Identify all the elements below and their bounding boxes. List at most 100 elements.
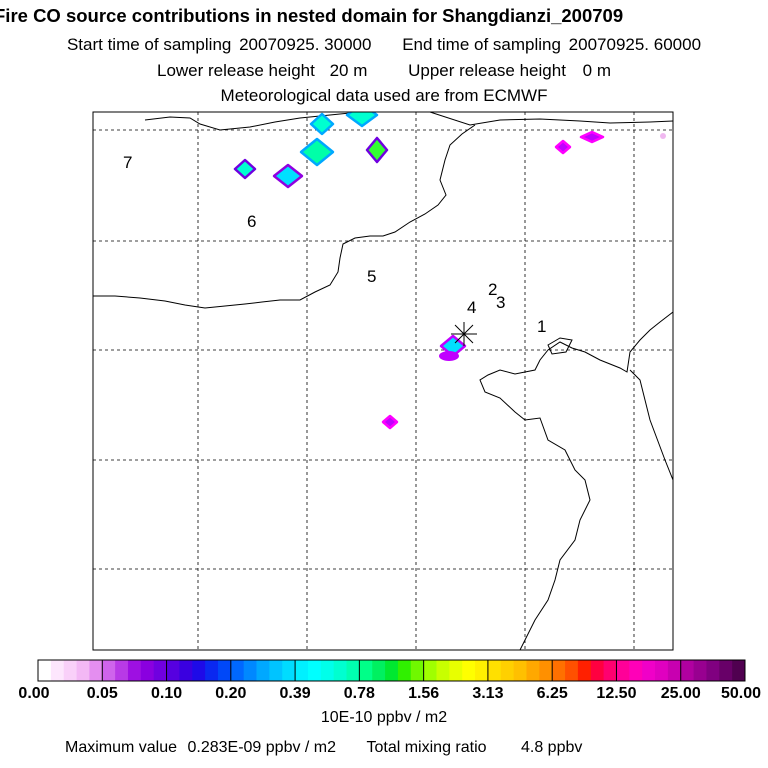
colorbar-segment-28 <box>397 660 412 681</box>
colorbar-unit: 10E-10 ppbv / m2 <box>320 709 448 726</box>
colorbar-segment-15 <box>230 660 245 681</box>
colorbar-tick-8: 6.25 <box>537 685 568 702</box>
map-label-5: 5 <box>367 267 376 286</box>
plume-5 <box>233 158 257 180</box>
colorbar-tick-7: 3.13 <box>472 685 503 702</box>
colorbar-segment-30 <box>423 660 437 681</box>
colorbar-tick-5: 0.78 <box>344 685 375 702</box>
colorbar-segment-39 <box>539 660 553 681</box>
colorbar-segment-45 <box>616 660 630 681</box>
colorbar-segment-24 <box>346 660 360 681</box>
colorbar-segment-53 <box>719 660 733 681</box>
colorbar <box>37 659 746 682</box>
upper-height-label: Upper release height <box>408 61 566 80</box>
map-label-1: 1 <box>537 317 546 336</box>
colorbar-tick-4: 0.39 <box>280 685 311 702</box>
colorbar-segment-42 <box>577 660 592 681</box>
colorbar-segment-8 <box>140 660 155 681</box>
met-data-note: Meteorological data used are from ECMWF <box>220 86 548 105</box>
plume-tail <box>439 351 459 361</box>
colorbar-segment-0 <box>38 660 52 681</box>
coastline-peninsula <box>479 311 673 650</box>
plume-8 <box>579 130 605 144</box>
upper-height-value: 0 m <box>582 61 611 80</box>
total-mixing-value: 4.8 ppbv <box>520 739 583 756</box>
release-heights: Lower release height 20 m Upper release … <box>0 61 768 81</box>
colorbar-tick-2: 0.10 <box>151 685 182 702</box>
colorbar-segment-11 <box>179 660 193 681</box>
colorbar-segment-52 <box>706 660 720 681</box>
plume-4 <box>365 136 389 164</box>
colorbar-tick-3: 0.20 <box>215 685 246 702</box>
colorbar-segment-44 <box>603 660 617 681</box>
sampling-times: Start time of sampling 20070925. 30000 E… <box>0 35 768 55</box>
colorbar-segment-49 <box>667 660 682 681</box>
colorbar-segment-32 <box>449 660 463 681</box>
colorbar-segment-43 <box>590 660 604 681</box>
colorbar-segment-38 <box>526 660 540 681</box>
colorbar-segment-29 <box>410 660 425 681</box>
colorbar-segment-34 <box>475 660 489 681</box>
end-time-value: 20070925. 60000 <box>568 35 702 54</box>
plume-faint <box>660 133 666 139</box>
colorbar-segment-17 <box>256 660 270 681</box>
lower-height-value: 20 m <box>329 61 368 80</box>
map-frame <box>92 111 674 651</box>
plume-3 <box>299 137 335 167</box>
start-time-value: 20070925. 30000 <box>239 35 372 54</box>
colorbar-segment-6 <box>115 660 129 681</box>
colorbar-segment-47 <box>642 660 656 681</box>
colorbar-ticks: 0.00 0.05 0.10 0.20 0.39 0.78 1.56 3.13 6.25 12.5… <box>18 685 761 702</box>
lower-height-label: Lower release height <box>157 61 315 80</box>
plume-7 <box>554 139 572 155</box>
colorbar-segment-18 <box>269 660 283 681</box>
colorbar-segment-21 <box>307 660 322 681</box>
colorbar-segment-27 <box>385 660 399 681</box>
total-mixing-label: Total mixing ratio <box>366 739 487 756</box>
coastline-bay <box>93 124 476 309</box>
coastline-islet <box>547 337 573 355</box>
receptor-marker <box>451 322 477 346</box>
plume-6 <box>272 163 304 189</box>
colorbar-tick-0: 0.00 <box>18 685 49 702</box>
colorbar-segment-40 <box>552 660 566 681</box>
colorbar-segment-12 <box>192 660 206 681</box>
colorbar-tick-1: 0.05 <box>87 685 118 702</box>
colorbar-segment-9 <box>153 660 167 681</box>
map-background <box>93 112 673 650</box>
colorbar-tick-6: 1.56 <box>408 685 439 702</box>
colorbar-segment-31 <box>436 660 450 681</box>
colorbar-segment-2 <box>63 660 77 681</box>
colorbar-segment-54 <box>732 660 746 681</box>
map-label-2: 2 <box>488 280 497 299</box>
colorbar-segment-3 <box>76 660 90 681</box>
max-value-label: Maximum value <box>65 739 178 756</box>
colorbar-segment-50 <box>680 660 694 681</box>
colorbar-segment-51 <box>693 660 707 681</box>
chart-title: Fire CO source contributions in nested d… <box>0 5 624 26</box>
colorbar-segment-35 <box>487 660 502 681</box>
colorbar-tick-10: 25.00 <box>661 685 701 702</box>
plume-1 <box>309 112 335 136</box>
colorbar-tick-9: 12.50 <box>596 685 636 702</box>
colorbar-segment-16 <box>243 660 257 681</box>
colorbar-segment-41 <box>565 660 579 681</box>
colorbar-segment-13 <box>205 660 219 681</box>
colorbar-segment-48 <box>655 660 669 681</box>
colorbar-segment-14 <box>217 660 232 681</box>
coastline-north <box>144 112 673 131</box>
colorbar-segment-36 <box>500 660 515 681</box>
colorbar-segment-4 <box>89 660 103 681</box>
colorbar-segment-33 <box>462 660 476 681</box>
colorbar-segment-26 <box>372 660 386 681</box>
colorbar-segment-19 <box>282 660 296 681</box>
colorbar-segment-23 <box>333 660 347 681</box>
colorbar-segment-10 <box>166 660 180 681</box>
colorbar-tick-11: 50.00 <box>721 685 761 702</box>
colorbar-segment-22 <box>320 660 335 681</box>
max-value: 0.283E-09 ppbv / m2 <box>187 739 337 756</box>
map-label-6: 6 <box>247 212 256 231</box>
colorbar-segment-37 <box>513 660 527 681</box>
